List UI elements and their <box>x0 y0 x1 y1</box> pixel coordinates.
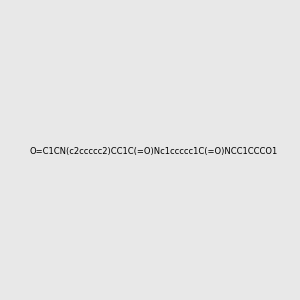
Text: O=C1CN(c2ccccc2)CC1C(=O)Nc1ccccc1C(=O)NCC1CCCO1: O=C1CN(c2ccccc2)CC1C(=O)Nc1ccccc1C(=O)NC… <box>30 147 278 156</box>
